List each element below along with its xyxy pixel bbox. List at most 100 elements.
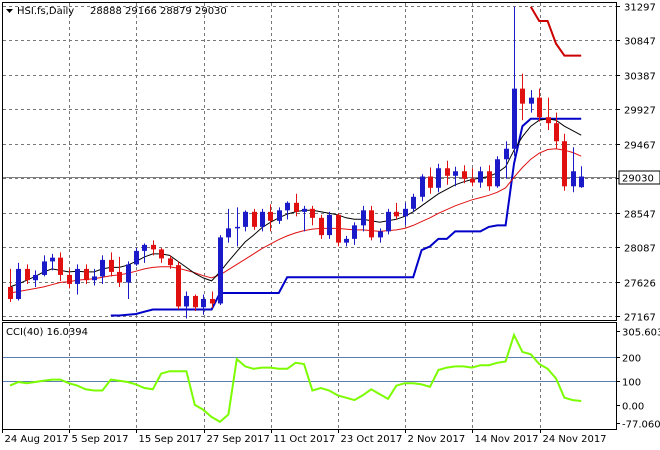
candle (159, 247, 164, 263)
y-tick-label: 29467 (624, 141, 656, 152)
candle (344, 235, 349, 247)
candle-body (512, 88, 517, 149)
candle (50, 253, 55, 271)
y-tick-label: 27626 (624, 279, 656, 290)
candle-body (176, 265, 181, 307)
candle-body (134, 250, 139, 265)
candle (520, 73, 525, 121)
y-tick-label: 30387 (624, 72, 656, 83)
trailing-stop-lines (110, 6, 582, 317)
candle (529, 90, 534, 113)
candle-body (100, 259, 105, 277)
cci-panel-grid (2, 323, 616, 429)
candle (92, 268, 97, 286)
candle-body (310, 208, 315, 218)
x-tick-label: 14 Nov 2017 (475, 434, 539, 445)
candle-body (201, 298, 206, 308)
candle-body (193, 295, 198, 308)
candle (243, 210, 248, 232)
candle-body (184, 295, 189, 307)
candle (546, 97, 551, 130)
candle (184, 291, 189, 319)
cci-tick-label: -77.0604 (622, 420, 660, 431)
candle (394, 202, 399, 220)
candle (117, 256, 122, 287)
candle-body (260, 211, 265, 227)
candle-body (361, 210, 366, 226)
candle-body (562, 141, 567, 187)
candle-body (109, 259, 114, 272)
candle (512, 6, 517, 157)
candle (327, 211, 332, 239)
candle (100, 255, 105, 284)
candle (201, 294, 206, 315)
candle-body (67, 274, 72, 284)
candle-body (554, 123, 559, 142)
candle-body (487, 171, 492, 187)
candle (386, 208, 391, 235)
candle (420, 174, 425, 202)
candle (277, 207, 282, 224)
candle (319, 214, 324, 239)
candle-body (546, 117, 551, 124)
candle (352, 222, 357, 245)
candle-body (226, 228, 231, 238)
y-tick-label: 30847 (624, 37, 656, 48)
candle-body (42, 261, 47, 275)
x-tick-label: 24 Aug 2017 (5, 434, 69, 445)
dropdown-triangle-icon[interactable] (6, 9, 13, 13)
candle (436, 163, 441, 193)
candle (33, 270, 38, 287)
candle (84, 264, 89, 284)
candle-body (537, 97, 542, 118)
candle-body (8, 286, 13, 299)
candle-body (420, 176, 425, 197)
candle-body (210, 298, 215, 304)
cci-panel-frame (2, 322, 617, 430)
candle-body (243, 211, 248, 227)
x-tick-label: 2 Nov 2017 (408, 434, 466, 445)
current-price-label: 29030 (622, 174, 654, 185)
candlestick-series (8, 6, 584, 319)
cci-line (9, 332, 582, 424)
candle (16, 262, 21, 301)
date-x-axis: 24 Aug 2017 5 Sep 2017 15 Sep 2017 27 Sep 2… (2, 429, 607, 445)
candle-body (319, 217, 324, 236)
candle-body (235, 226, 240, 229)
candle-body (394, 211, 399, 217)
candle (378, 228, 383, 243)
candle-body (529, 97, 534, 104)
candle-body (218, 237, 223, 304)
fast-ma-line (9, 118, 582, 288)
candle-body (445, 168, 450, 176)
candle (453, 166, 458, 187)
candle (562, 133, 567, 191)
candle (252, 208, 257, 230)
candle-body (285, 202, 290, 211)
candle-body (344, 238, 349, 243)
candle-body (520, 88, 525, 104)
candle (75, 264, 80, 295)
candle (302, 205, 307, 232)
candle (504, 141, 509, 179)
candle (109, 252, 114, 277)
cci-line-series (9, 332, 582, 424)
candle (403, 202, 408, 226)
candle (151, 240, 156, 256)
candle-body (579, 176, 584, 188)
candle (445, 160, 450, 185)
candle-body (302, 208, 307, 212)
candle (310, 205, 315, 226)
candle (260, 208, 265, 232)
candle (411, 193, 416, 212)
candle (226, 208, 231, 243)
candle-body (151, 244, 156, 250)
candle-body (495, 159, 500, 187)
candle (218, 235, 223, 305)
candle-body (436, 168, 441, 188)
candle-body (252, 211, 257, 227)
current-price-tag: 29030 (618, 170, 660, 185)
candle-body (352, 225, 357, 239)
candle (294, 193, 299, 217)
